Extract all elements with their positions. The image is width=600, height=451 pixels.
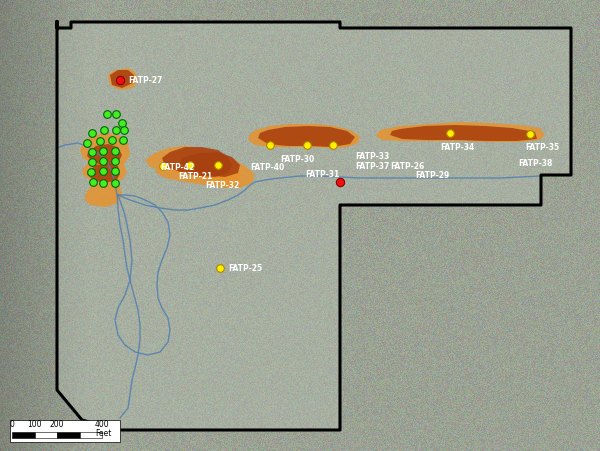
Text: 200: 200 bbox=[50, 420, 64, 429]
Polygon shape bbox=[248, 124, 360, 148]
Text: FATP-29: FATP-29 bbox=[415, 171, 449, 180]
Text: FATP-26: FATP-26 bbox=[390, 162, 424, 171]
Polygon shape bbox=[162, 147, 232, 177]
Text: 400: 400 bbox=[95, 420, 109, 429]
Text: FATP-33: FATP-33 bbox=[355, 152, 389, 161]
Polygon shape bbox=[376, 122, 545, 142]
Polygon shape bbox=[393, 126, 538, 141]
Polygon shape bbox=[87, 163, 120, 183]
Polygon shape bbox=[258, 126, 355, 147]
Polygon shape bbox=[145, 146, 240, 186]
Text: FATP-27: FATP-27 bbox=[128, 76, 163, 85]
Text: FATP-21: FATP-21 bbox=[178, 172, 212, 181]
Polygon shape bbox=[85, 182, 122, 207]
FancyBboxPatch shape bbox=[10, 420, 120, 442]
Text: FATP-34: FATP-34 bbox=[440, 143, 474, 152]
Polygon shape bbox=[180, 152, 240, 177]
Bar bbox=[79, 432, 102, 438]
Polygon shape bbox=[80, 133, 130, 168]
Text: FATP-31: FATP-31 bbox=[305, 170, 339, 179]
Polygon shape bbox=[87, 144, 122, 166]
Text: FATP-38: FATP-38 bbox=[518, 159, 553, 168]
Text: FATP-35: FATP-35 bbox=[525, 143, 559, 152]
Bar bbox=[12, 432, 35, 438]
Text: FATP-40: FATP-40 bbox=[250, 163, 284, 172]
Text: FATP-37: FATP-37 bbox=[355, 162, 389, 171]
Text: 100: 100 bbox=[27, 420, 42, 429]
Polygon shape bbox=[82, 158, 127, 183]
Bar bbox=[35, 432, 57, 438]
Polygon shape bbox=[155, 155, 255, 188]
Text: Feet: Feet bbox=[95, 429, 112, 438]
Text: FATP-25: FATP-25 bbox=[228, 264, 262, 273]
Text: 0: 0 bbox=[10, 420, 14, 429]
Text: FATP-30: FATP-30 bbox=[280, 155, 314, 164]
Polygon shape bbox=[260, 130, 355, 147]
Polygon shape bbox=[108, 68, 138, 90]
Polygon shape bbox=[390, 125, 537, 141]
Polygon shape bbox=[57, 22, 571, 430]
Polygon shape bbox=[110, 70, 134, 88]
Text: FATP-32: FATP-32 bbox=[205, 181, 239, 190]
Bar bbox=[57, 432, 79, 438]
Text: FATP-42: FATP-42 bbox=[160, 163, 194, 172]
